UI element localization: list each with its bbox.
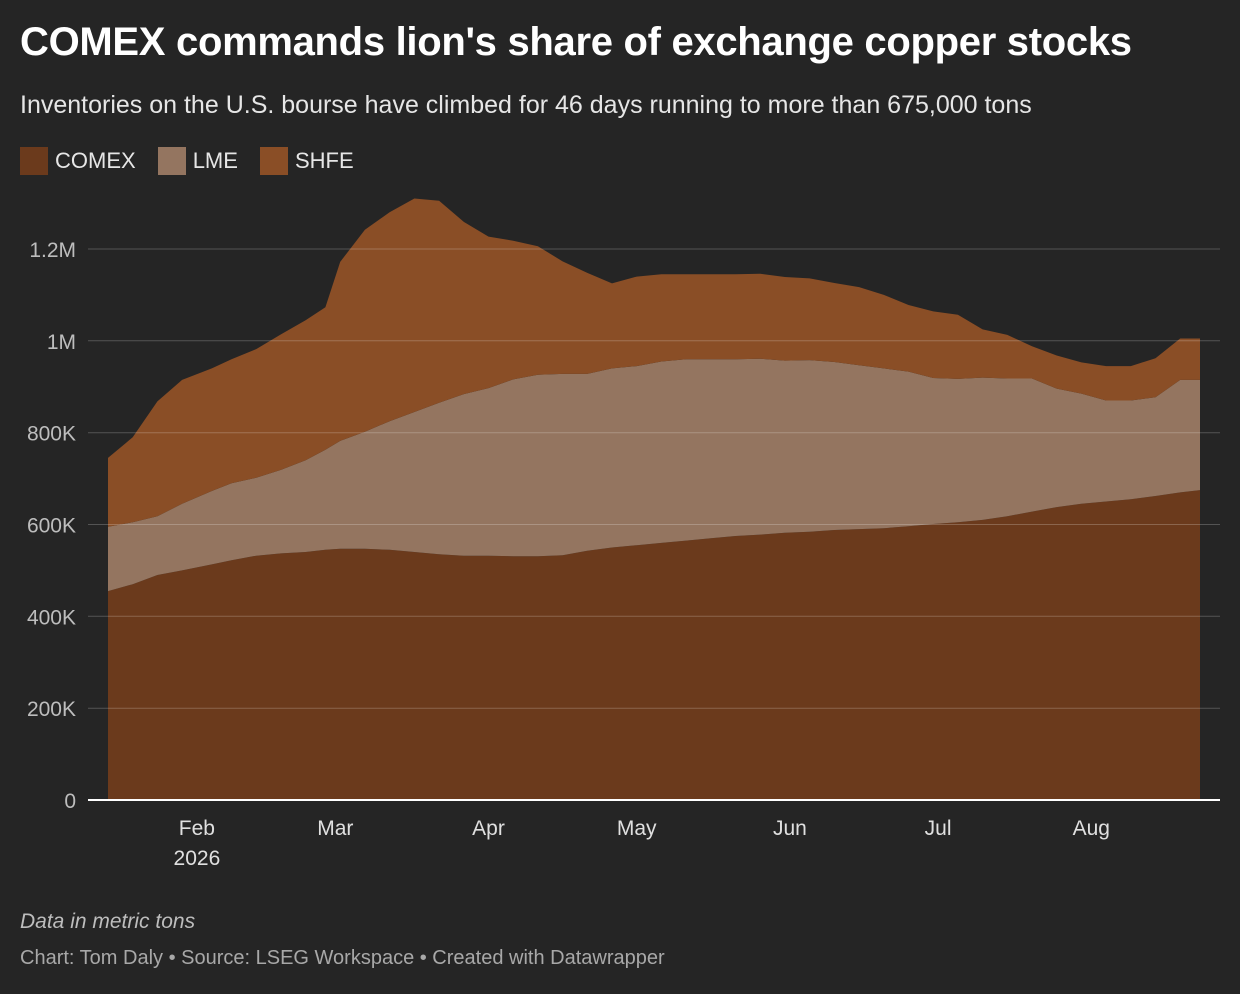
chart-subtitle: Inventories on the U.S. bourse have clim… — [20, 91, 1032, 119]
x-tick-label: May — [617, 817, 657, 840]
y-tick-label: 400K — [27, 606, 76, 629]
legend-label-comex: COMEX — [55, 148, 136, 173]
x-tick-label: Jul — [925, 817, 952, 840]
x-tick-label: Mar — [317, 817, 353, 840]
y-tick-label: 800K — [27, 423, 76, 446]
notes-text: Data in metric tons — [20, 910, 196, 933]
legend-item-comex: COMEX — [20, 147, 136, 175]
legend-swatch-shfe — [259, 147, 288, 175]
stacked-area-chart: 0 200K 400K 600K 800K 1M 1.2M Feb 2026 Mar Apr May J… — [27, 198, 1220, 870]
y-tick-label: 0 — [64, 790, 76, 813]
legend-label-shfe: SHFE — [294, 148, 354, 173]
y-tick-label: 1.2M — [29, 239, 76, 262]
legend: COMEX LME SHFE — [20, 147, 354, 175]
y-tick-label: 200K — [27, 698, 76, 721]
legend-item-lme: LME — [157, 147, 238, 175]
x-tick-label: Jun — [773, 817, 807, 840]
x-tick-label: Aug — [1073, 817, 1110, 840]
area-series-shfe — [108, 198, 1200, 527]
x-tick-label: Feb — [179, 817, 215, 840]
legend-swatch-comex — [20, 147, 48, 175]
area-series-lme — [108, 358, 1200, 592]
legend-swatch-lme — [157, 147, 186, 175]
y-tick-label: 600K — [27, 515, 76, 538]
legend-item-shfe: SHFE — [259, 147, 354, 175]
axis-layer: 0 200K 400K 600K 800K 1M 1.2M Feb 2026 Mar Apr May J… — [27, 239, 1220, 870]
footer-credits: Chart: Tom Daly • Source: LSEG Workspace… — [20, 947, 665, 969]
legend-label-lme: LME — [192, 148, 238, 173]
chart-title: COMEX commands lion's share of exchange … — [20, 20, 1132, 64]
x-tick-sublabel: 2026 — [174, 847, 221, 870]
y-tick-label: 1M — [47, 331, 76, 354]
area-layer — [108, 198, 1200, 800]
x-tick-label: Apr — [472, 817, 505, 840]
area-series-comex — [108, 490, 1200, 800]
